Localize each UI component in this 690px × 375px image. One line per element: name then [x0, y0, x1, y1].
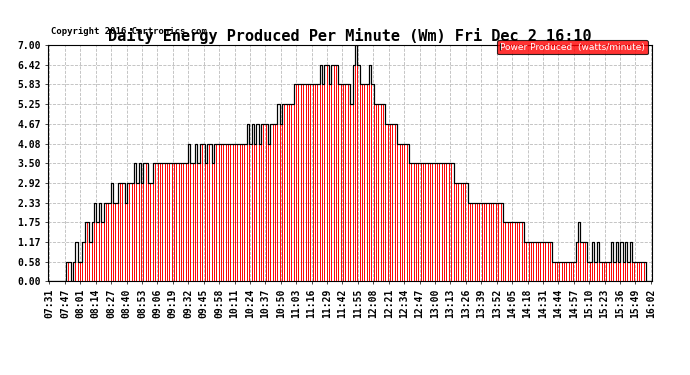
- Text: Copyright 2016 Cartronics.com: Copyright 2016 Cartronics.com: [51, 27, 207, 36]
- Title: Daily Energy Produced Per Minute (Wm) Fri Dec 2 16:10: Daily Energy Produced Per Minute (Wm) Fr…: [108, 28, 592, 44]
- Legend: Power Produced  (watts/minute): Power Produced (watts/minute): [497, 40, 647, 54]
